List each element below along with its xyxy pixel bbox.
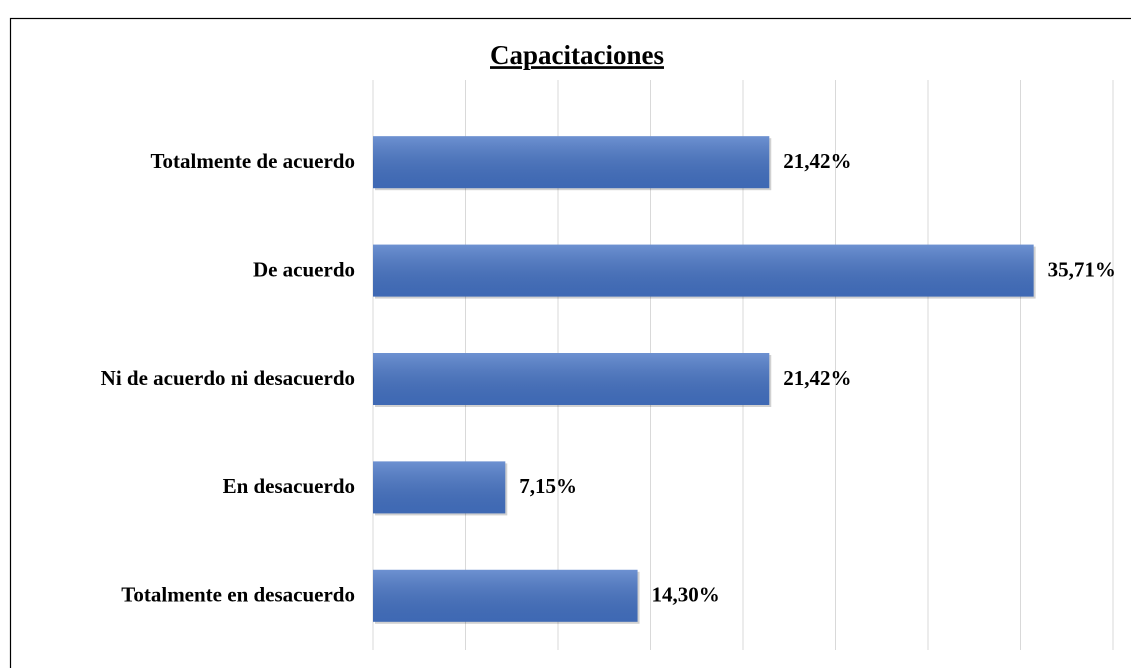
y-tick-label: En desacuerdo <box>223 474 355 498</box>
bar-sheen <box>373 461 506 514</box>
value-label: 21,42% <box>783 366 851 390</box>
chart-border <box>9 17 1131 668</box>
value-label: 7,15% <box>519 474 577 498</box>
value-label: 35,71% <box>1048 257 1116 281</box>
value-label: 14,30% <box>652 583 720 607</box>
chart-title: Capacitaciones <box>490 40 664 70</box>
y-tick-label: Totalmente en desacuerdo <box>121 583 355 607</box>
bar-sheen <box>373 136 770 189</box>
bar-sheen <box>373 353 770 405</box>
y-tick-label: Ni de acuerdo ni desacuerdo <box>101 366 355 390</box>
y-tick-label: Totalmente de acuerdo <box>150 149 355 173</box>
bar-sheen <box>373 244 1034 297</box>
y-tick-label: De acuerdo <box>253 257 355 281</box>
value-label: 21,42% <box>783 149 851 173</box>
bar-sheen <box>373 569 638 622</box>
